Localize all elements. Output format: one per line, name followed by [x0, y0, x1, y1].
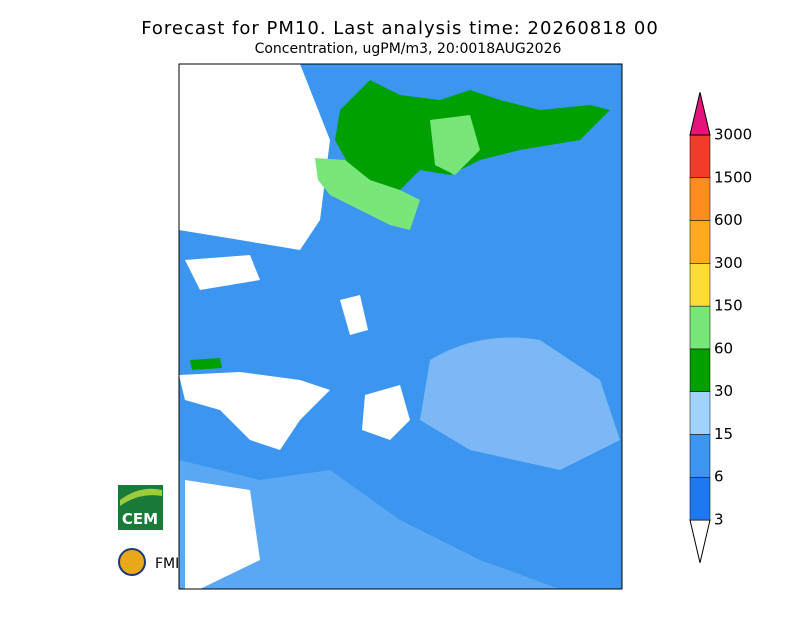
colorbar-segment — [689, 134, 711, 179]
colorbar-segment — [689, 476, 711, 521]
colorbar-label: 150 — [714, 297, 743, 315]
colorbar-segment — [689, 177, 711, 221]
colorbar-label: 3000 — [714, 126, 752, 144]
fmi-logo: FMI — [118, 548, 179, 576]
colorbar-over — [689, 92, 711, 136]
logo-swoosh — [120, 488, 162, 506]
logo-text: FMI — [155, 556, 179, 572]
colorbar-under — [689, 519, 711, 563]
colorbar-segment — [689, 348, 711, 392]
green-patch — [315, 158, 420, 230]
colorbar: 3 6 15 30 60 150 300 600 1500 3000 — [689, 92, 752, 563]
logo-text: CEM — [122, 510, 158, 528]
title: Forecast for PM10. Last analysis time: 2… — [141, 18, 659, 39]
colorbar-segment — [689, 220, 711, 264]
land-white — [185, 480, 260, 589]
colorbar-segment — [689, 434, 711, 478]
cem-logo: CEM — [118, 485, 163, 530]
light-patch — [179, 460, 560, 589]
colorbar-segment — [689, 263, 711, 307]
colorbar-label: 6 — [714, 468, 724, 486]
colorbar-label: 600 — [714, 211, 743, 229]
green-patch — [190, 358, 222, 370]
land-white — [179, 64, 330, 250]
colorbar-label: 15 — [714, 425, 733, 443]
colorbar-label: 300 — [714, 254, 743, 272]
light-patch — [420, 337, 620, 470]
logo-mark — [118, 548, 146, 576]
land-white — [179, 372, 330, 450]
land-white — [340, 295, 368, 335]
colorbar-label: 3 — [714, 511, 724, 529]
colorbar-label: 30 — [714, 382, 733, 400]
colorbar-label: 60 — [714, 339, 733, 357]
map — [178, 63, 623, 590]
colorbar-segment — [689, 305, 711, 350]
colorbar-segment — [689, 391, 711, 435]
map-frame — [178, 63, 623, 590]
colorbar-label: 1500 — [714, 168, 752, 186]
green-patch — [430, 115, 480, 175]
land-white — [362, 385, 410, 440]
subtitle: Concentration, ugPM/m3, 20:0018AUG2026 — [255, 41, 562, 57]
land-white — [185, 255, 260, 290]
